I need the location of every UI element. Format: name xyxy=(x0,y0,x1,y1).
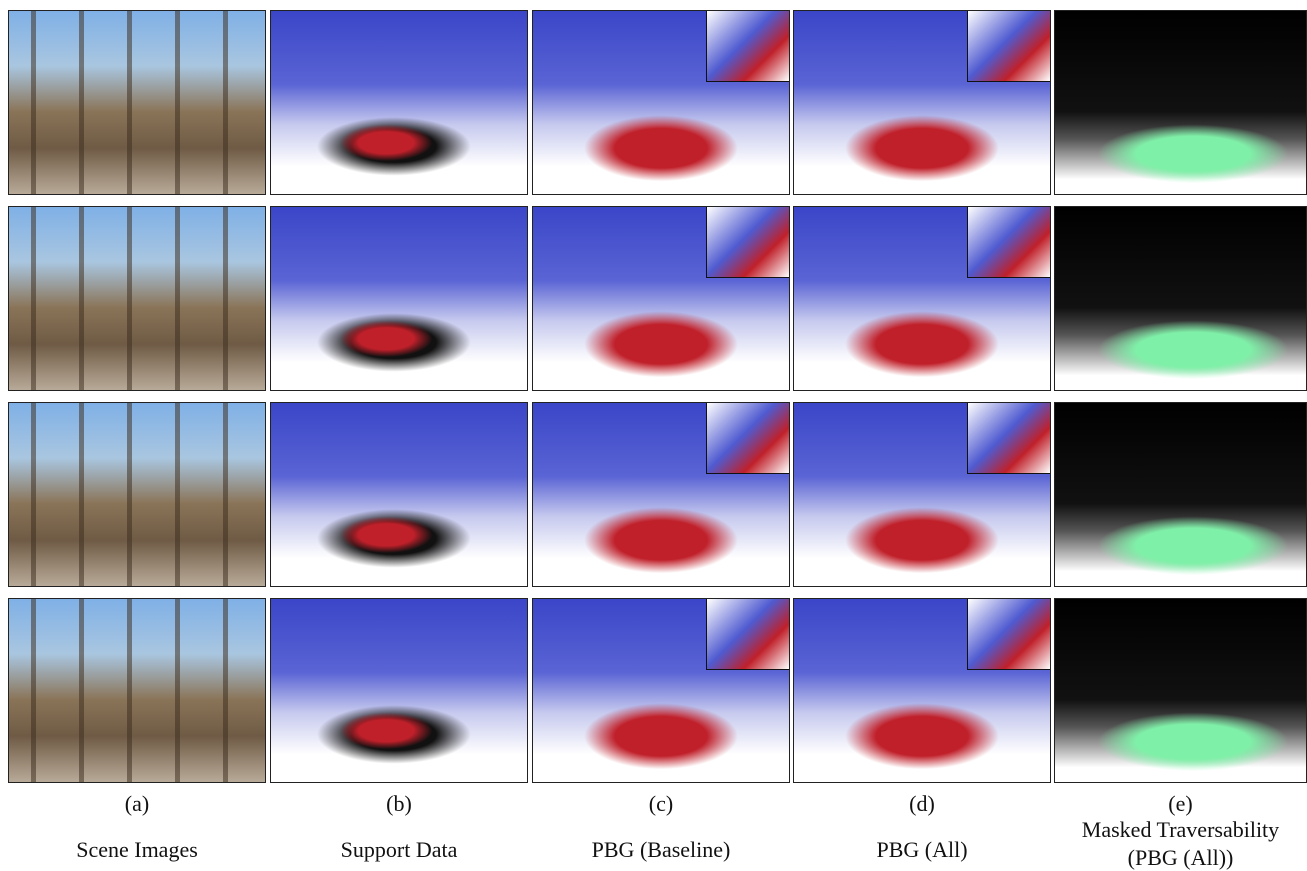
image-panel xyxy=(8,402,266,587)
image-panel xyxy=(532,402,790,587)
image-panel xyxy=(270,206,528,391)
zoom-inset xyxy=(706,207,789,278)
column-label: Masked Traversability xyxy=(1052,818,1307,842)
image-panel xyxy=(1054,206,1307,391)
image-panel xyxy=(532,10,790,195)
zoom-inset xyxy=(967,599,1050,670)
zoom-inset xyxy=(967,403,1050,474)
column-label: PBG (Baseline) xyxy=(532,838,790,862)
column-letter: (e) xyxy=(1052,792,1307,816)
image-panel xyxy=(532,598,790,783)
image-panel xyxy=(1054,10,1307,195)
image-panel xyxy=(8,206,266,391)
column-label: Scene Images xyxy=(8,838,266,862)
zoom-inset xyxy=(967,207,1050,278)
image-panel xyxy=(270,402,528,587)
image-panel xyxy=(793,206,1051,391)
column-letter: (b) xyxy=(270,792,528,816)
figure: (a) Scene Images(b) Support Data(c) PBG (Ba… xyxy=(0,0,1307,871)
column-letter: (d) xyxy=(793,792,1051,816)
image-panel xyxy=(793,402,1051,587)
zoom-inset xyxy=(706,11,789,82)
zoom-inset xyxy=(706,403,789,474)
image-panel xyxy=(270,598,528,783)
image-panel xyxy=(532,206,790,391)
zoom-inset xyxy=(706,599,789,670)
column-label: (PBG (All)) xyxy=(1052,846,1307,870)
column-letter: (a) xyxy=(8,792,266,816)
image-panel xyxy=(793,10,1051,195)
image-panel xyxy=(8,598,266,783)
column-letter: (c) xyxy=(532,792,790,816)
image-panel xyxy=(1054,598,1307,783)
image-panel xyxy=(270,10,528,195)
column-label: PBG (All) xyxy=(793,838,1051,862)
column-label: Support Data xyxy=(270,838,528,862)
image-panel xyxy=(1054,402,1307,587)
zoom-inset xyxy=(967,11,1050,82)
image-panel xyxy=(8,10,266,195)
image-panel xyxy=(793,598,1051,783)
